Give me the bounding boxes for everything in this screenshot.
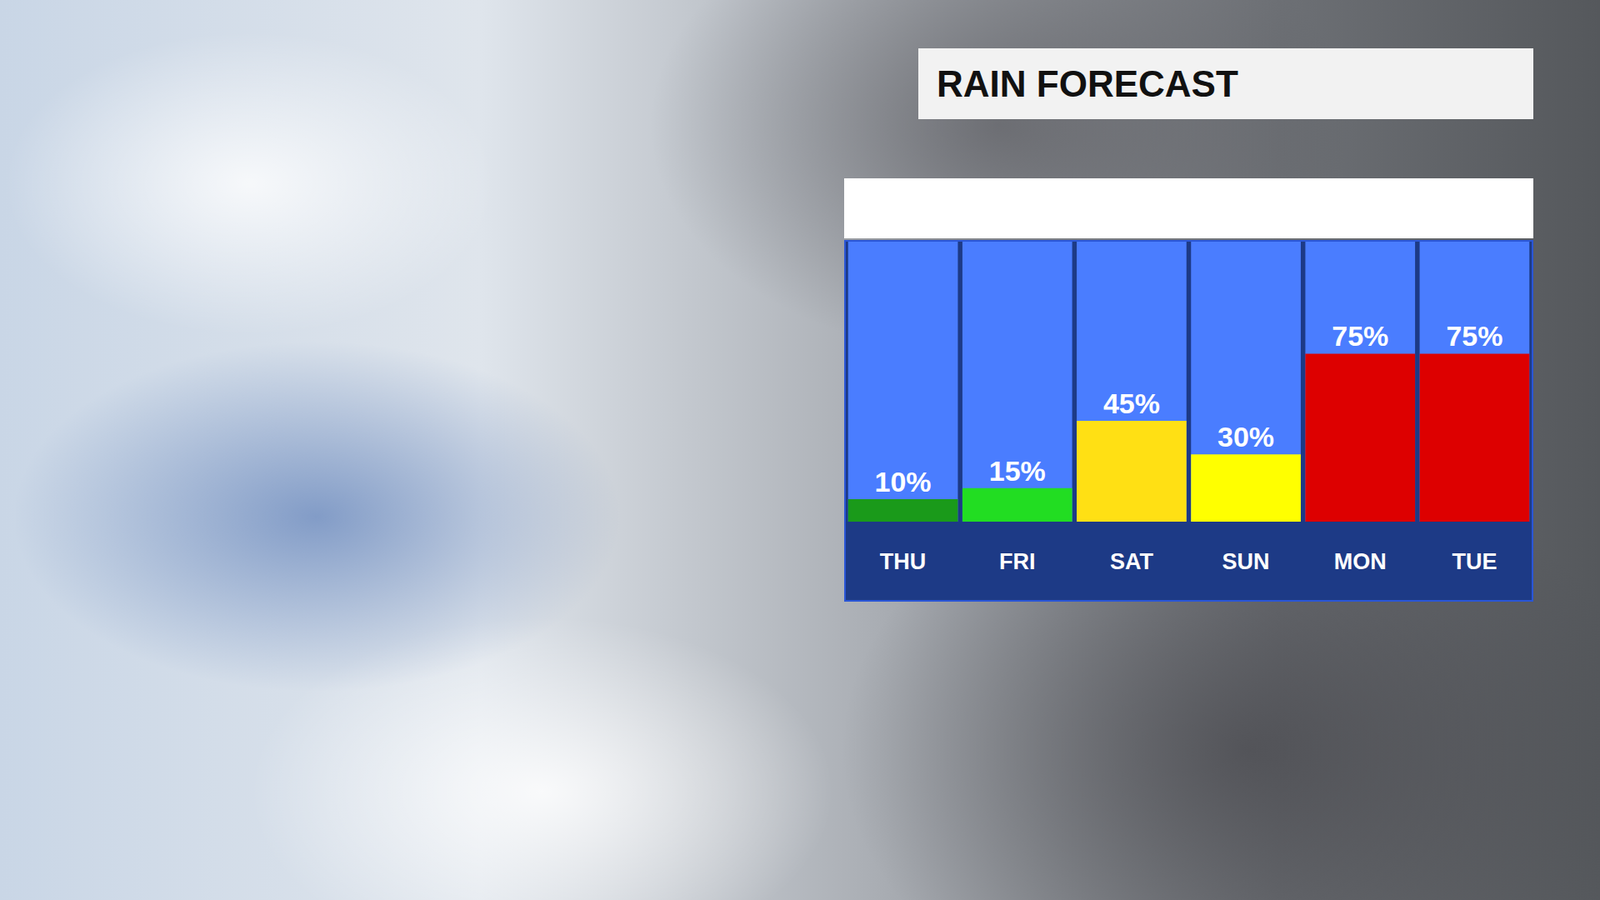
svg-text:FRI: FRI: [999, 549, 1036, 575]
svg-text:75%: 75%: [1445, 320, 1503, 352]
svg-text:10%: 10%: [875, 465, 932, 498]
svg-text:THU: THU: [880, 549, 927, 575]
html-text:RAIN FORECAST: RAIN FORECAST: [936, 62, 1239, 104]
svg-text:MON: MON: [1334, 549, 1387, 575]
svg-text:30%: 30%: [1217, 420, 1275, 453]
svg-text:TUE: TUE: [1451, 549, 1497, 575]
svg-text:75%: 75%: [1331, 320, 1389, 352]
svg-text:SAT: SAT: [1110, 549, 1155, 575]
svg-text:45%: 45%: [1103, 387, 1160, 420]
svg-text:SUN: SUN: [1222, 549, 1270, 575]
svg-text:15%: 15%: [989, 455, 1046, 487]
